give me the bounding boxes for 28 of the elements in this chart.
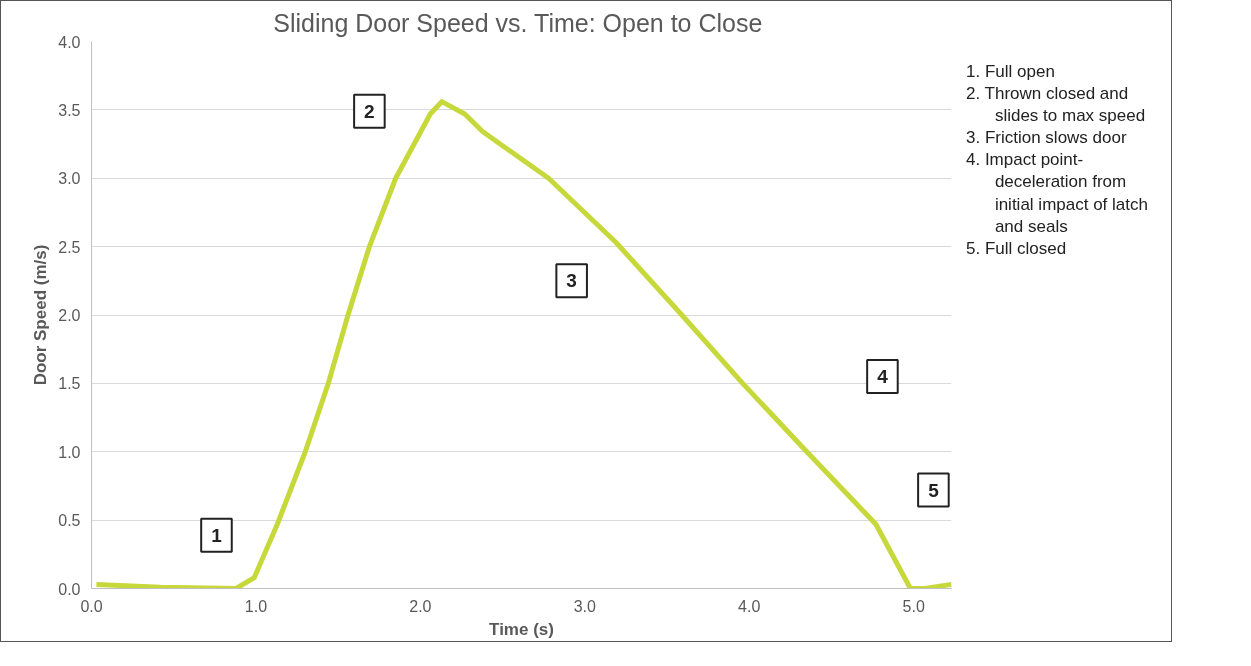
y-tick-label: 2.5 (58, 238, 81, 256)
y-tick-label: 3.0 (58, 170, 81, 188)
x-tick-label: 4.0 (738, 597, 761, 615)
y-tick-label: 1.5 (58, 375, 81, 393)
y-tick-label: 4.0 (58, 33, 81, 51)
x-tick-label: 2.0 (409, 597, 432, 615)
annotation: 4 (877, 366, 889, 388)
annotation: 5 (928, 479, 940, 501)
x-tick-label: 1.0 (244, 597, 268, 615)
y-axis-title: Door Speed (m/s) (31, 244, 51, 386)
text: 5. Full closed (966, 237, 1068, 260)
x-tick-label: 0.0 (80, 597, 103, 615)
y-tick-label: 0.0 (58, 580, 81, 598)
x-tick-label: 5.0 (902, 597, 925, 615)
text: 4. Impact point-deceleration from initial impact of latch and seals (966, 149, 1149, 238)
annotation: 3 (566, 270, 577, 292)
text: 2. Thrown closed and slides to max speed (966, 83, 1147, 128)
x-tick-label: 3.0 (573, 597, 597, 615)
annotation: 2 (364, 100, 375, 122)
text: 1. Full open (966, 61, 1056, 83)
x-axis-title: Time (s) (489, 619, 554, 639)
y-tick-label: 3.5 (58, 101, 81, 119)
text: 3. Friction slows door (966, 127, 1128, 150)
chart-title: Sliding Door Speed vs. Time: Open to Close (273, 8, 763, 37)
y-tick-label: 2.0 (58, 307, 81, 324)
annotation: 1 (211, 524, 223, 546)
y-tick-label: 1.0 (58, 443, 81, 461)
y-tick-label: 0.5 (58, 512, 81, 530)
